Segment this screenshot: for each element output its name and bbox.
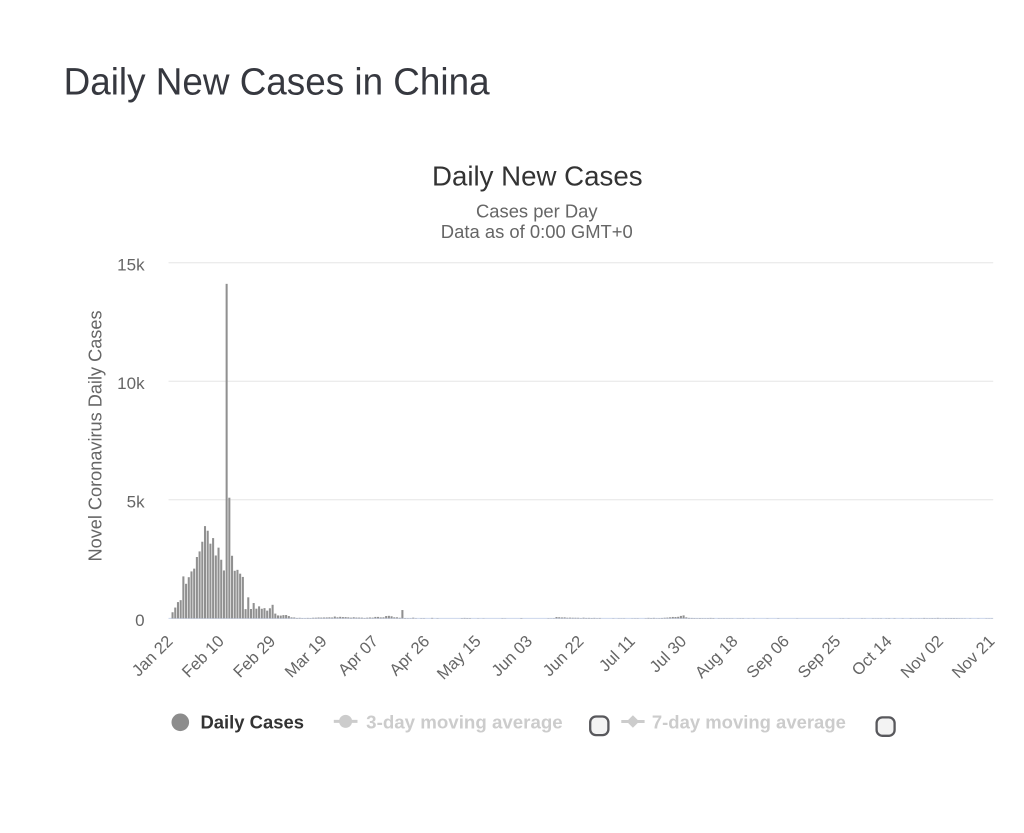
svg-text:10k: 10k (117, 374, 145, 393)
svg-text:Daily New Cases in China: Daily New Cases in China (64, 62, 491, 104)
svg-text:Cases per Day: Cases per Day (476, 201, 598, 221)
svg-text:3-day moving average: 3-day moving average (366, 713, 563, 733)
svg-text:5k: 5k (127, 492, 145, 511)
svg-text:0: 0 (135, 611, 144, 630)
svg-text:Daily Cases: Daily Cases (201, 713, 305, 733)
svg-text:Daily New Cases: Daily New Cases (432, 160, 643, 191)
svg-text:7-day moving average: 7-day moving average (652, 713, 846, 733)
svg-text:Data as of 0:00 GMT+0: Data as of 0:00 GMT+0 (441, 222, 633, 242)
svg-text:Novel Coronavirus Daily Cases: Novel Coronavirus Daily Cases (85, 311, 105, 562)
svg-text:15k: 15k (117, 255, 145, 274)
